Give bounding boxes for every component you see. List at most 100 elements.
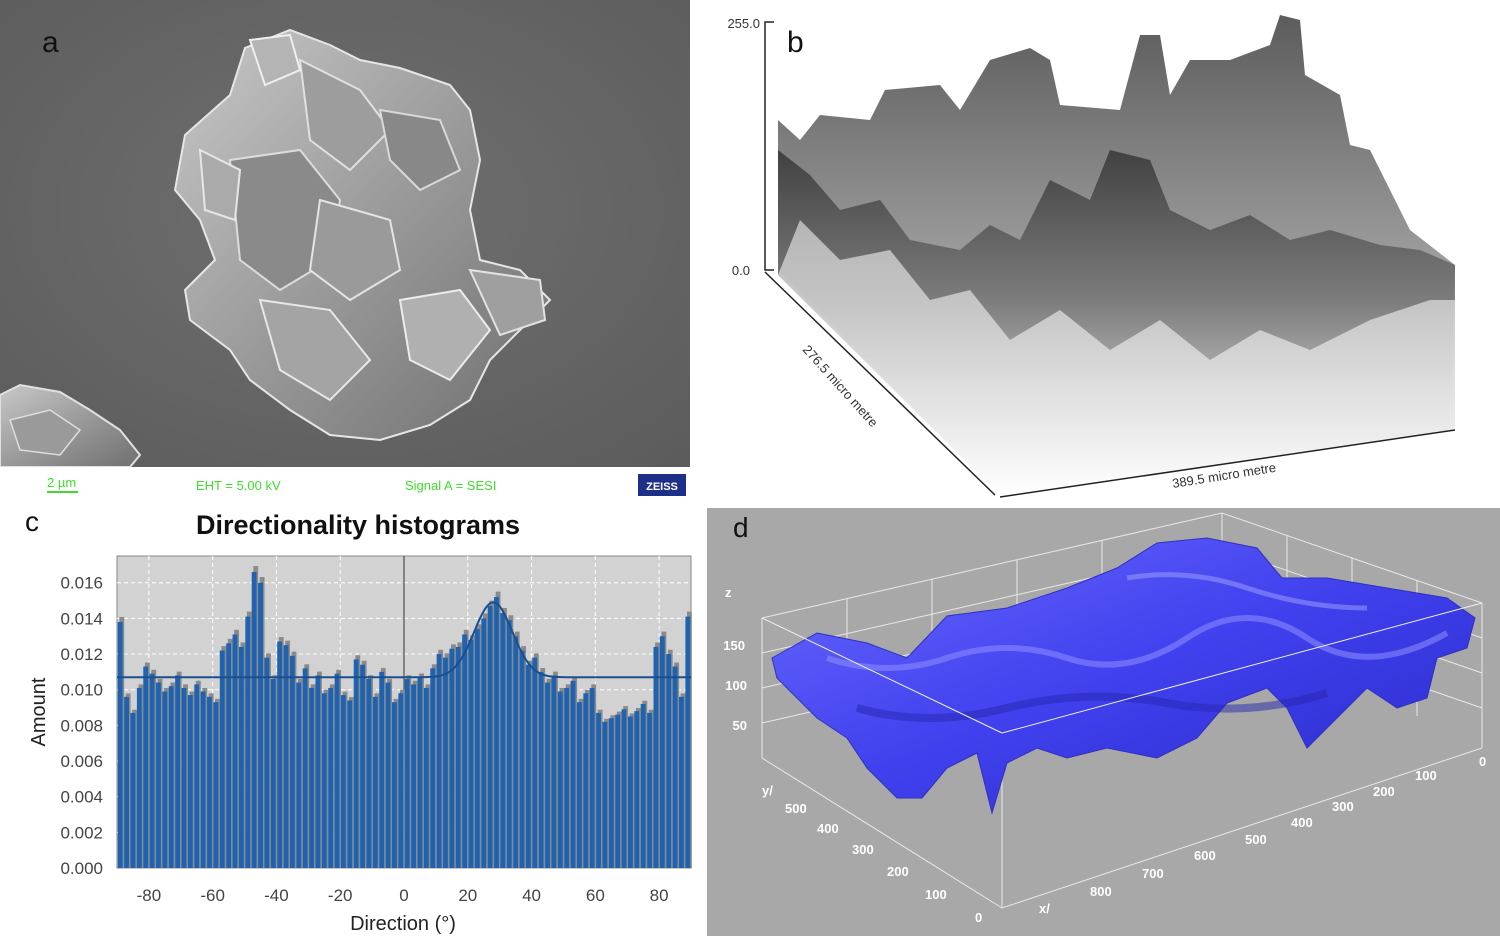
histogram-bar bbox=[417, 677, 423, 868]
histogram-bar bbox=[162, 691, 168, 868]
histogram-bar bbox=[315, 675, 321, 868]
histogram-bar bbox=[685, 616, 691, 868]
histogram-bar bbox=[602, 721, 608, 868]
histogram-bar bbox=[385, 682, 391, 868]
histogram-bar bbox=[564, 687, 570, 868]
histogram-bar bbox=[436, 654, 442, 868]
x-tick-500: 500 bbox=[1245, 832, 1267, 847]
y-tick-100: 100 bbox=[925, 887, 947, 902]
panel-letter-d: d bbox=[733, 512, 749, 543]
histogram-bar bbox=[194, 684, 200, 868]
blue-surface bbox=[771, 537, 1476, 815]
histogram-bar bbox=[462, 634, 468, 868]
histogram-bar bbox=[481, 618, 487, 868]
histogram-bar bbox=[232, 634, 238, 868]
panel-d-surface: z 150 100 50 y/ 500 400 300 200 100 0 x/… bbox=[707, 508, 1500, 936]
bars bbox=[117, 566, 692, 868]
y-tick-label: 0.000 bbox=[60, 859, 103, 878]
histogram-bar bbox=[494, 597, 499, 868]
z-tick-50: 50 bbox=[733, 718, 747, 733]
histogram-bar bbox=[245, 616, 251, 868]
histogram-bar bbox=[659, 636, 665, 868]
y-tick-label: 0.006 bbox=[60, 752, 103, 771]
zeiss-logo-text: ZEISS bbox=[646, 481, 678, 493]
x-tick-200: 200 bbox=[1373, 784, 1395, 799]
x-tick-100: 100 bbox=[1415, 768, 1437, 783]
histogram-bar bbox=[226, 643, 232, 868]
fit-curve bbox=[117, 601, 691, 679]
panel-letter-a: a bbox=[42, 26, 59, 59]
x-tick-label: -60 bbox=[200, 886, 225, 905]
y-tick-label: 0.004 bbox=[60, 788, 103, 807]
histogram-bar bbox=[270, 679, 276, 868]
histogram-bar bbox=[647, 712, 652, 868]
panel-letter-b: b bbox=[787, 26, 804, 59]
y-tick-label: 0.008 bbox=[60, 716, 103, 735]
histogram-bar bbox=[513, 636, 519, 868]
histogram-bar bbox=[258, 582, 263, 868]
sem-info-bar bbox=[0, 467, 690, 500]
histogram-bar bbox=[379, 671, 385, 868]
eht-label: EHT = 5.00 kV bbox=[196, 478, 281, 493]
histogram-bar bbox=[251, 572, 257, 868]
histogram-bar bbox=[411, 684, 416, 868]
y-tick-label: 0.014 bbox=[60, 609, 103, 628]
z-tick-100: 100 bbox=[725, 678, 747, 693]
histogram-bar bbox=[596, 712, 601, 868]
signal-label: Signal A = SESI bbox=[405, 478, 496, 493]
histogram-bar bbox=[296, 682, 302, 868]
histogram-bar bbox=[666, 654, 672, 868]
histogram-bar bbox=[283, 645, 289, 868]
histogram-bar bbox=[679, 696, 684, 868]
zeiss-logo bbox=[638, 474, 686, 496]
histogram-bar bbox=[487, 605, 493, 868]
histogram-bar bbox=[525, 664, 531, 868]
histogram-bar bbox=[181, 687, 187, 868]
histogram-bar bbox=[423, 687, 429, 868]
x-tick-700: 700 bbox=[1142, 866, 1164, 881]
chart-title: Directionality histograms bbox=[196, 510, 520, 540]
histogram-bar bbox=[506, 620, 512, 868]
panel-c-histogram: c Directionality histograms -80 -60 -40 -20… bbox=[0, 500, 700, 936]
histogram-bar bbox=[634, 711, 640, 868]
x-tick-labels: -80 -60 -40 -20 0 20 40 60 80 bbox=[137, 886, 669, 905]
y-tick-0: 0 bbox=[975, 910, 982, 925]
y-tick-400: 400 bbox=[817, 821, 839, 836]
histogram-bar bbox=[500, 613, 506, 868]
histogram-bar bbox=[557, 691, 563, 868]
histogram-bar bbox=[302, 668, 308, 868]
histogram-bar bbox=[321, 693, 327, 868]
x-tick-label: 20 bbox=[458, 886, 477, 905]
directionality-chart: Directionality histograms -80 -60 -40 -20 0 2… bbox=[28, 510, 692, 935]
histogram-bar bbox=[583, 693, 589, 868]
x-tick-label: 40 bbox=[522, 886, 541, 905]
histogram-bar bbox=[640, 703, 646, 868]
histogram-bar bbox=[392, 702, 397, 868]
y-tick-500: 500 bbox=[785, 801, 807, 816]
scale-bar-label: 2 µm bbox=[47, 475, 76, 490]
histogram-bar bbox=[175, 675, 181, 868]
relief-plot: 255.0 0.0 276.5 micro metre 389.5 micro … bbox=[690, 0, 1500, 505]
z-max-label: 255.0 bbox=[727, 16, 760, 31]
histogram-bar bbox=[340, 695, 346, 868]
histogram-bar bbox=[474, 629, 480, 868]
width-axis bbox=[999, 429, 1456, 498]
histogram-bar bbox=[238, 646, 244, 868]
x-tick-300: 300 bbox=[1332, 799, 1354, 814]
histogram-bar bbox=[538, 671, 544, 868]
histogram-bar bbox=[532, 657, 538, 868]
histogram-bar bbox=[372, 696, 378, 868]
histogram-bar bbox=[264, 657, 270, 868]
histogram-bar bbox=[328, 687, 334, 868]
y-tick-label: 0.012 bbox=[60, 645, 103, 664]
histogram-bar bbox=[366, 679, 372, 868]
y-tick-labels: 0.000 0.002 0.004 0.006 0.008 0.010 0.012 0.014… bbox=[60, 574, 103, 878]
y-tick-label: 0.016 bbox=[60, 574, 103, 593]
depth-axis bbox=[764, 271, 996, 496]
histogram-bar bbox=[136, 687, 142, 868]
histogram-bar bbox=[443, 657, 448, 868]
z-axis bbox=[764, 21, 774, 271]
x-tick-0: 0 bbox=[1479, 754, 1486, 769]
histogram-bar bbox=[130, 712, 136, 868]
histogram-bar bbox=[334, 673, 340, 868]
